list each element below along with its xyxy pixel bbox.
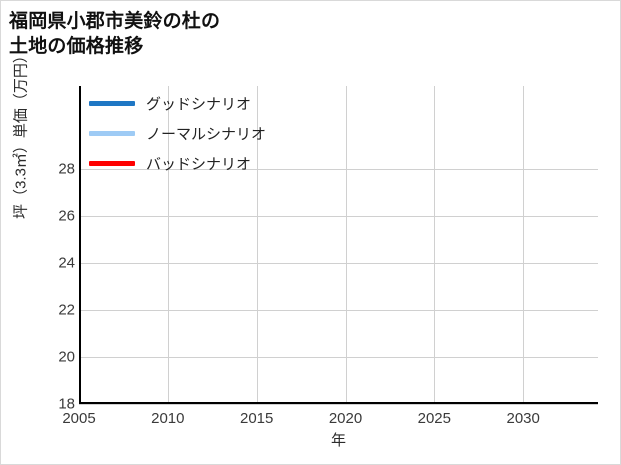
y-tick-26: 26 xyxy=(58,207,75,225)
legend-item-bad: バッドシナリオ xyxy=(89,153,266,174)
x-tick-2030: 2030 xyxy=(506,410,540,427)
legend-item-normal: ノーマルシナリオ xyxy=(89,123,266,144)
x-tick-2025: 2025 xyxy=(417,410,451,427)
gridline-x-2015 xyxy=(256,86,258,404)
y-tick-20: 20 xyxy=(58,348,75,366)
y-tick-18: 18 xyxy=(58,395,75,412)
legend-swatch-bad xyxy=(89,161,135,166)
x-tick-2010: 2010 xyxy=(151,410,185,427)
x-tick-2015: 2015 xyxy=(240,410,274,427)
y-tick-24: 24 xyxy=(58,254,75,272)
y-axis-ticks: 18 20 22 24 26 28 xyxy=(39,86,75,413)
y-axis-line xyxy=(79,86,81,404)
gridline-y-28 xyxy=(79,169,598,170)
gridline-x-2010 xyxy=(167,86,169,404)
legend-swatch-good xyxy=(89,101,135,106)
gridline-y-20 xyxy=(79,356,598,358)
legend-item-good: グッドシナリオ xyxy=(89,93,266,114)
gridline-y-22 xyxy=(79,309,598,311)
gridline-y-26 xyxy=(79,215,598,217)
gridline-x-2020 xyxy=(345,86,347,404)
legend-label-bad: バッドシナリオ xyxy=(146,156,252,173)
plot-area xyxy=(79,86,598,405)
legend-swatch-normal xyxy=(89,131,135,136)
gridline-x-2030 xyxy=(523,86,525,404)
x-tick-2005: 2005 xyxy=(62,410,96,427)
chart-legend: グッドシナリオ ノーマルシナリオ バッドシナリオ xyxy=(89,93,266,174)
plot-background xyxy=(79,86,598,404)
legend-label-good: グッドシナリオ xyxy=(146,96,252,113)
y-axis-label: 坪（3.3㎡）単価（万円） xyxy=(12,48,30,219)
x-tick-2020: 2020 xyxy=(328,410,363,427)
y-tick-28: 28 xyxy=(58,160,75,178)
legend-label-normal: ノーマルシナリオ xyxy=(146,126,267,143)
gridline-y-18 xyxy=(79,403,598,405)
x-axis-label: 年 xyxy=(330,432,346,449)
gridline-y-24 xyxy=(79,262,598,264)
x-axis-ticks: 2005 2010 2015 2020 2025 2030 xyxy=(62,406,598,430)
chart-title: 福岡県小郡市美鈴の杜の 土地の価格推移 xyxy=(9,11,221,58)
gridline-x-2025 xyxy=(434,86,436,404)
x-axis-line xyxy=(79,402,598,404)
y-tick-22: 22 xyxy=(58,301,75,319)
